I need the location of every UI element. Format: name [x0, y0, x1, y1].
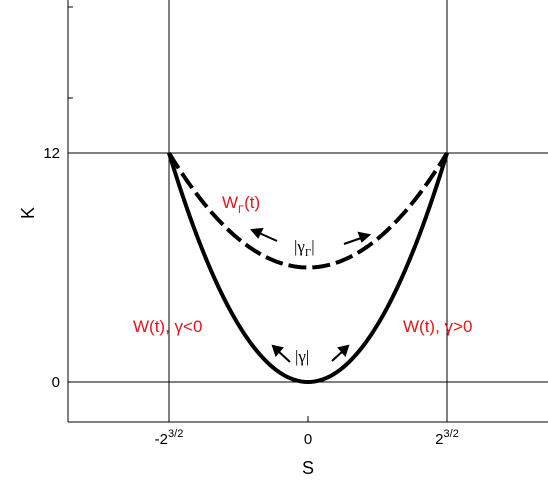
solid-curve	[167, 152, 449, 384]
w-left-annotation: W(t), γ<0	[133, 317, 202, 336]
y-tick-label: 12	[43, 145, 60, 162]
curves	[167, 151, 449, 384]
gamma-upper-annotation: |γΓ|	[294, 237, 315, 259]
gamma-lower-annotation: |γ|	[295, 347, 309, 366]
x-axis-label: S	[302, 458, 314, 478]
x-tick-label-exponent: 3/2	[444, 428, 459, 440]
tick-labels: 012-23/2 0 23/2	[43, 145, 459, 448]
x-tick-label: 23/2	[435, 428, 459, 448]
y-tick-label: 0	[52, 374, 60, 391]
x-tick-label-base: -2	[155, 431, 168, 448]
x-tick-label-base: 0	[304, 431, 312, 448]
x-tick-label-exponent: 3/2	[168, 428, 183, 440]
arrows	[249, 227, 372, 363]
arrow-upper-left-head	[249, 227, 264, 239]
arrow-lower-right-head	[337, 344, 350, 357]
w-gamma-annotation: WΓ(t)	[222, 193, 260, 216]
arrow-lower-left-head	[271, 344, 284, 357]
dashed-curve	[167, 151, 449, 270]
x-tick-label: -23/2	[155, 428, 184, 448]
x-tick-label-base: 2	[435, 431, 443, 448]
w-right-annotation: W(t), γ>0	[403, 317, 472, 336]
y-axis-label: K	[18, 207, 38, 219]
x-tick-label: 0	[304, 431, 312, 448]
arrow-upper-right-head	[357, 231, 372, 243]
